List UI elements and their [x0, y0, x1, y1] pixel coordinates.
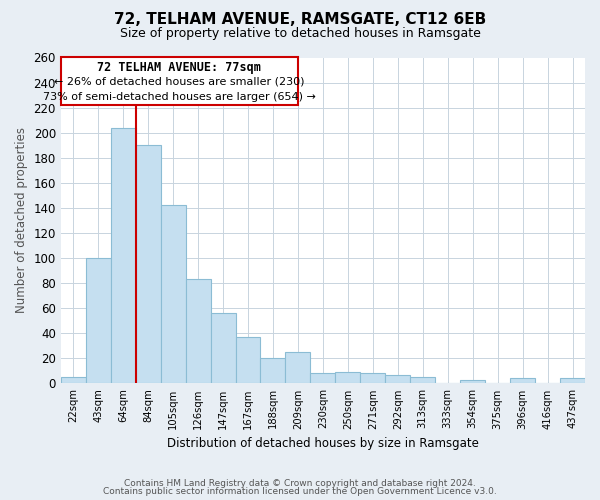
Bar: [310, 374, 335, 384]
Bar: [286, 352, 310, 384]
Bar: [211, 313, 236, 384]
Bar: [136, 146, 161, 384]
Text: 73% of semi-detached houses are larger (654) →: 73% of semi-detached houses are larger (…: [43, 92, 316, 102]
Y-axis label: Number of detached properties: Number of detached properties: [15, 128, 28, 314]
Bar: [410, 377, 435, 384]
Bar: [236, 337, 260, 384]
Bar: [385, 374, 410, 384]
Bar: [361, 374, 385, 384]
Bar: [86, 258, 111, 384]
Text: Contains public sector information licensed under the Open Government Licence v3: Contains public sector information licen…: [103, 487, 497, 496]
Text: ← 26% of detached houses are smaller (230): ← 26% of detached houses are smaller (23…: [54, 76, 305, 86]
Bar: [111, 128, 136, 384]
Bar: [335, 372, 361, 384]
Text: 72 TELHAM AVENUE: 77sqm: 72 TELHAM AVENUE: 77sqm: [97, 60, 262, 74]
Bar: [161, 206, 185, 384]
Bar: [260, 358, 286, 384]
Bar: [460, 380, 485, 384]
Bar: [185, 280, 211, 384]
Text: 72, TELHAM AVENUE, RAMSGATE, CT12 6EB: 72, TELHAM AVENUE, RAMSGATE, CT12 6EB: [114, 12, 486, 28]
X-axis label: Distribution of detached houses by size in Ramsgate: Distribution of detached houses by size …: [167, 437, 479, 450]
Text: Contains HM Land Registry data © Crown copyright and database right 2024.: Contains HM Land Registry data © Crown c…: [124, 478, 476, 488]
Bar: [61, 58, 298, 105]
Bar: [61, 377, 86, 384]
Bar: [510, 378, 535, 384]
Bar: [560, 378, 585, 384]
Text: Size of property relative to detached houses in Ramsgate: Size of property relative to detached ho…: [119, 28, 481, 40]
